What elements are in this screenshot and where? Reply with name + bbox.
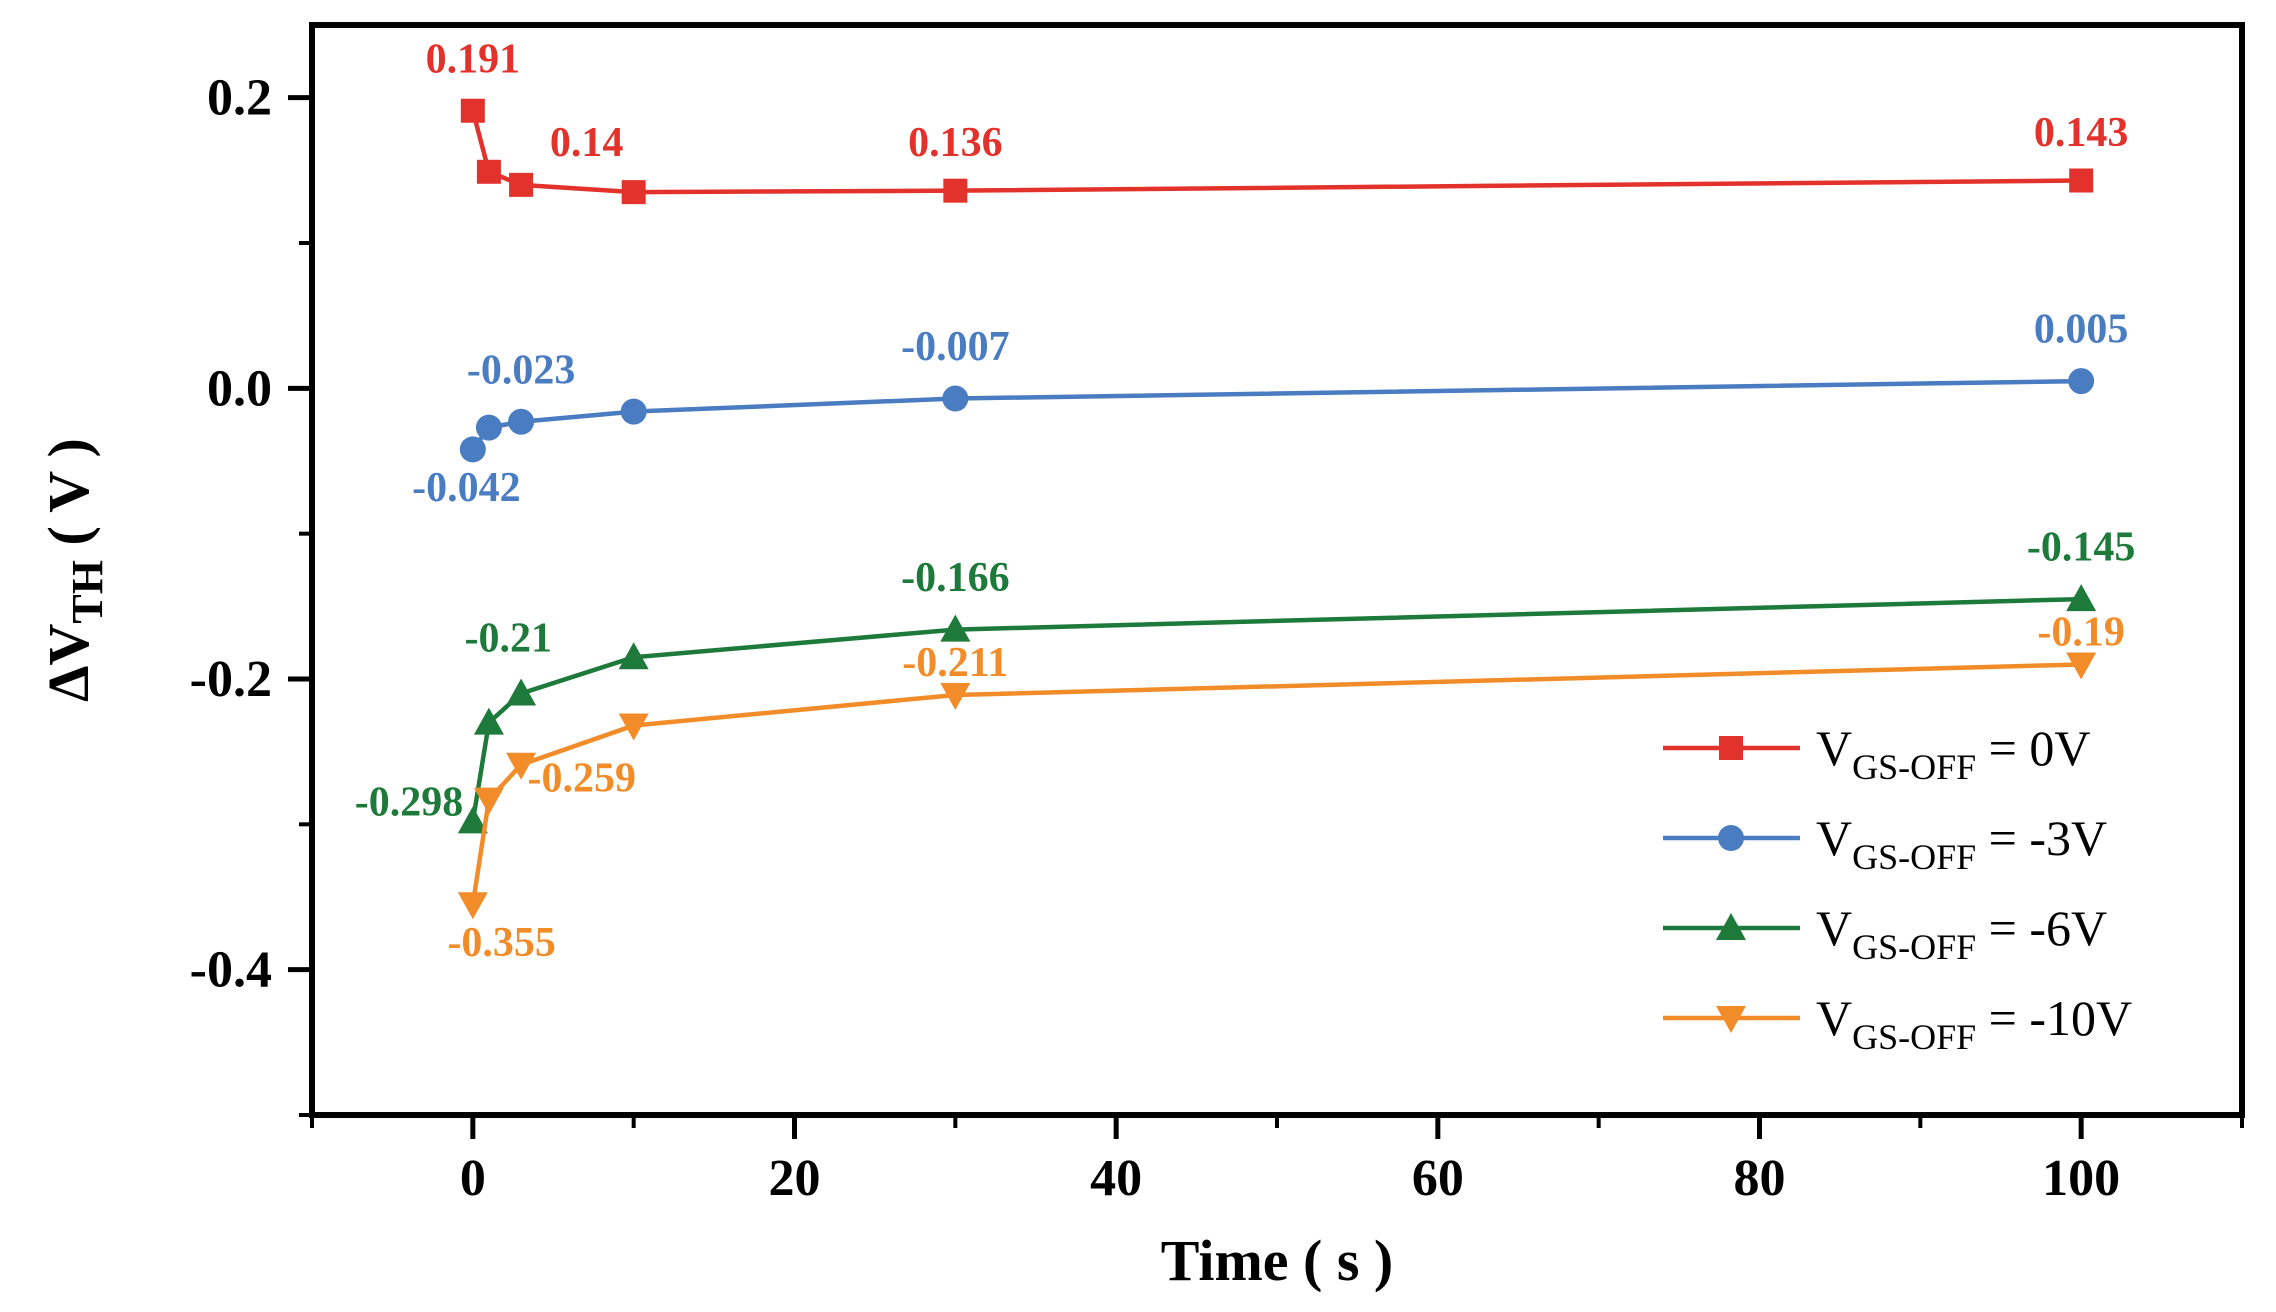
data-label: 0.14 <box>550 120 624 166</box>
data-point <box>2066 652 2097 680</box>
y-axis-title-main: ΔV <box>36 624 101 702</box>
series-triangle-up: -0.298 -0.21 -0.166 -0.145 <box>355 525 2136 834</box>
y-tick-label: 0.2 <box>207 70 272 127</box>
data-point <box>457 806 488 834</box>
legend-item: VGS-OFF = -6V <box>1663 900 2107 967</box>
x-tick-label: 60 <box>1412 1150 1464 1207</box>
data-point <box>460 98 485 123</box>
y-tick-label: -0.2 <box>190 651 272 708</box>
legend-label-rest: = -3V <box>1976 810 2107 866</box>
data-point <box>940 614 971 642</box>
y-axis-title-unit: ( V ) <box>36 438 101 560</box>
data-label: -0.211 <box>902 640 1008 686</box>
legend-marker <box>1716 913 1746 940</box>
legend-marker <box>1719 736 1743 760</box>
data-point <box>618 713 649 741</box>
data-point <box>942 385 969 412</box>
data-label: -0.007 <box>901 324 1010 370</box>
data-label: -0.042 <box>412 465 521 511</box>
legend-item: VGS-OFF = 0V <box>1663 720 2090 787</box>
data-label: -0.166 <box>901 555 1010 601</box>
legend-label: VGS-OFF = 0V <box>1816 720 2090 787</box>
x-tick-label: 0 <box>460 1150 486 1207</box>
legend-marker <box>1716 1006 1746 1033</box>
series-line <box>470 662 2082 905</box>
data-label: -0.023 <box>467 347 576 393</box>
legend-label-main: V <box>1816 810 1852 866</box>
legend-label-rest: = -10V <box>1976 990 2132 1046</box>
data-point <box>508 408 535 435</box>
data-point <box>475 414 502 441</box>
data-point <box>457 892 488 920</box>
data-point <box>943 178 968 203</box>
data-label: -0.21 <box>465 615 553 661</box>
y-tick-label: 0.0 <box>207 360 272 417</box>
series-line <box>470 596 2082 822</box>
data-label: 0.005 <box>2034 307 2129 353</box>
data-point <box>940 682 971 710</box>
data-point <box>618 642 649 670</box>
data-label: -0.145 <box>2027 525 2136 571</box>
series-square: 0.191 0.14 0.136 0.143 <box>426 36 2129 205</box>
data-point <box>2068 368 2095 395</box>
data-point <box>506 678 537 706</box>
y-axis-title: ΔVTH ( V ) <box>36 438 112 702</box>
legend-label-main: V <box>1816 900 1852 956</box>
x-axis-title: Time ( s ) <box>1161 1228 1394 1293</box>
data-point <box>2069 168 2094 193</box>
data-point <box>2066 584 2097 612</box>
legend-label: VGS-OFF = -3V <box>1816 810 2107 877</box>
data-label: 0.143 <box>2034 110 2129 156</box>
data-label: -0.355 <box>447 920 556 966</box>
series-triangle-down: -0.355 -0.259 -0.211 -0.19 <box>447 609 2125 966</box>
series-circle: -0.042 -0.023 -0.007 0.005 <box>412 307 2128 512</box>
x-tick-label: 20 <box>769 1150 821 1207</box>
legend-label-rest: = 0V <box>1976 720 2090 776</box>
x-tick-label: 80 <box>1734 1150 1786 1207</box>
data-label: -0.19 <box>2037 609 2125 655</box>
legend-label: VGS-OFF = -10V <box>1816 990 2132 1057</box>
legend-label-subscript: GS-OFF <box>1852 837 1976 877</box>
legend-label-subscript: GS-OFF <box>1852 747 1976 787</box>
data-point <box>473 787 504 815</box>
legend-label-subscript: GS-OFF <box>1852 1017 1976 1057</box>
legend-label-main: V <box>1816 990 1852 1046</box>
legend-label-main: V <box>1816 720 1852 776</box>
data-point <box>473 707 504 735</box>
data-point <box>459 436 486 463</box>
legend-item: VGS-OFF = -3V <box>1663 810 2107 877</box>
legend-label-subscript: GS-OFF <box>1852 927 1976 967</box>
legend-label-rest: = -6V <box>1976 900 2107 956</box>
axes: 0 20 40 60 80 100 0.2 0.0 -0.2 -0.4 <box>190 70 2244 1207</box>
data-point <box>509 172 534 197</box>
data-label: 0.136 <box>908 120 1003 166</box>
data-layer: 0.191 0.14 0.136 0.143 -0.042 -0.023 -0.007 0.0… <box>355 36 2136 966</box>
x-tick-label: 40 <box>1090 1150 1142 1207</box>
legend-item: VGS-OFF = -10V <box>1663 990 2132 1057</box>
data-label: -0.259 <box>527 756 636 802</box>
y-axis-title-subscript: TH <box>63 560 112 624</box>
data-point <box>621 180 646 205</box>
data-point <box>476 159 501 184</box>
data-point <box>620 398 647 425</box>
legend-marker <box>1718 825 1744 851</box>
data-label: -0.298 <box>355 780 464 826</box>
data-label: 0.191 <box>426 36 521 82</box>
data-point <box>506 752 537 780</box>
x-tick-label: 100 <box>2042 1150 2120 1207</box>
y-tick-label: -0.4 <box>190 942 272 999</box>
legend-label: VGS-OFF = -6V <box>1816 900 2107 967</box>
